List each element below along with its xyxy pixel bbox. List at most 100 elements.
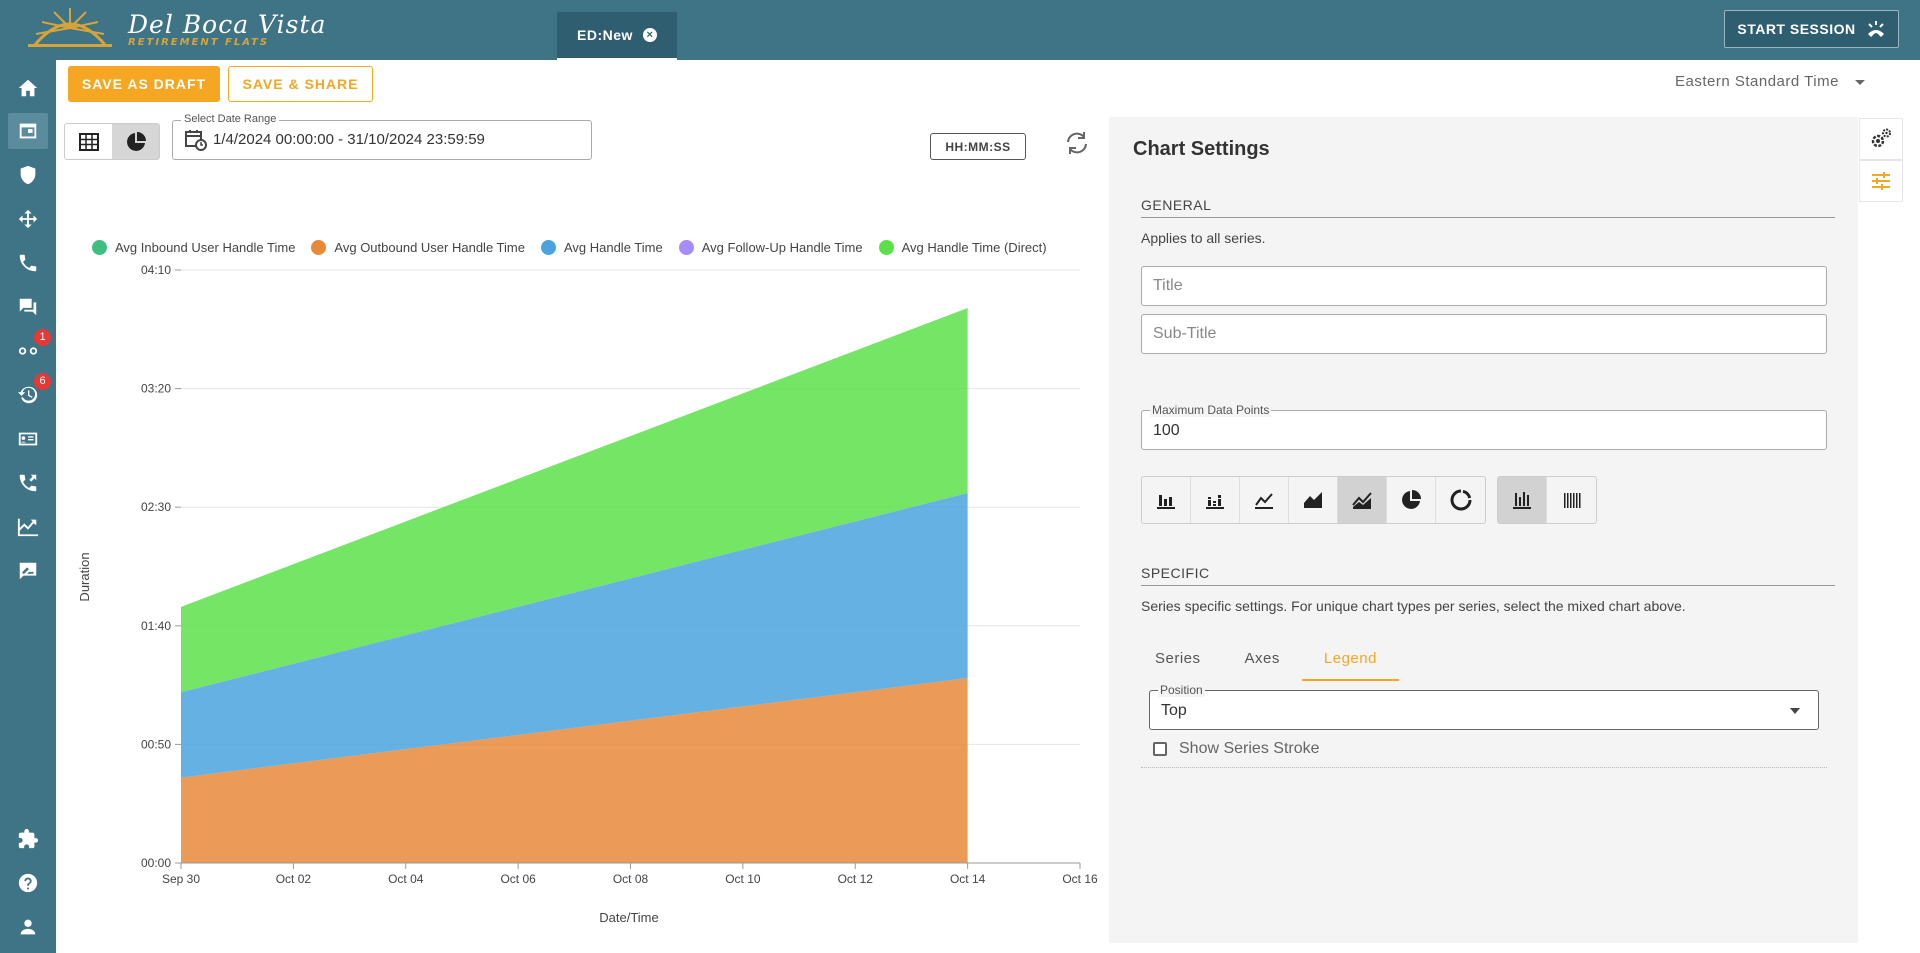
donut-chart-button[interactable] bbox=[1436, 477, 1485, 523]
legend-swatch bbox=[311, 240, 327, 255]
nav-home[interactable] bbox=[8, 70, 48, 106]
save-and-share-button[interactable]: SAVE & SHARE bbox=[228, 66, 373, 102]
tab-legend[interactable]: Legend bbox=[1301, 636, 1399, 681]
legend-swatch bbox=[878, 240, 894, 255]
legend-label: Avg Inbound User Handle Time bbox=[115, 240, 296, 255]
line-chart-icon bbox=[1255, 493, 1273, 509]
y-tick-label: 00:00 bbox=[141, 856, 171, 870]
line-chart-button[interactable] bbox=[1240, 477, 1289, 523]
legend-position-value: Top bbox=[1161, 702, 1187, 719]
filters-rail-button[interactable] bbox=[1859, 160, 1903, 202]
nav-routing[interactable] bbox=[8, 201, 48, 237]
chart-areas bbox=[181, 307, 968, 863]
shield-icon bbox=[20, 165, 36, 185]
legend-swatch bbox=[678, 240, 694, 255]
subtitle-input[interactable] bbox=[1141, 314, 1827, 354]
tab-label: ED:New bbox=[577, 27, 633, 43]
nav-security[interactable] bbox=[8, 157, 48, 193]
calendar-clock-icon bbox=[185, 130, 207, 151]
dashboard-icon bbox=[19, 123, 37, 139]
close-icon[interactable]: × bbox=[642, 28, 657, 42]
area-chart-button[interactable] bbox=[1289, 477, 1338, 523]
phone-ring-icon bbox=[1867, 21, 1884, 37]
refresh-icon[interactable] bbox=[1064, 130, 1090, 156]
pie-chart-icon bbox=[1402, 490, 1421, 509]
brand-name: Del Boca Vista bbox=[128, 10, 327, 39]
orientation-group bbox=[1497, 476, 1597, 524]
specific-description: Series specific settings. For unique cha… bbox=[1141, 598, 1686, 614]
date-range-picker[interactable]: Select Date Range 1/4/2024 00:00:00 - 31… bbox=[172, 113, 592, 160]
y-tick-label: 04:10 bbox=[141, 263, 171, 277]
table-view-button[interactable] bbox=[65, 124, 112, 159]
chart-settings-panel: Chart Settings GENERAL Applies to all se… bbox=[1109, 117, 1858, 943]
legend-item-avg-inbound-user-handle-time[interactable]: Avg Inbound User Handle Time bbox=[92, 240, 295, 255]
bar-chart-icon bbox=[1157, 495, 1175, 509]
settings-rail-button[interactable] bbox=[1859, 118, 1903, 160]
user-icon bbox=[20, 919, 36, 935]
nav-analytics[interactable] bbox=[8, 509, 48, 545]
thin-bars-icon bbox=[1563, 493, 1580, 508]
tab-axes[interactable]: Axes bbox=[1244, 650, 1280, 667]
nav-dashboard[interactable] bbox=[8, 113, 48, 149]
stacked-bar-icon bbox=[1206, 495, 1224, 509]
max-data-points-field[interactable]: Maximum Data Points 100 bbox=[1141, 403, 1827, 450]
stacked-bar-button[interactable] bbox=[1191, 477, 1240, 523]
legend-swatch bbox=[92, 240, 107, 255]
legend-item-avg-follow-up-handle-time[interactable]: Avg Follow-Up Handle Time bbox=[678, 240, 863, 255]
nav-extensions[interactable] bbox=[8, 821, 48, 857]
settings-tabs: Series Axes Legend bbox=[1133, 636, 1399, 681]
bar-chart-button[interactable] bbox=[1142, 477, 1191, 523]
nav-contacts[interactable] bbox=[8, 421, 48, 457]
start-session-label: START SESSION bbox=[1737, 21, 1856, 37]
x-tick-label: Oct 04 bbox=[388, 872, 424, 886]
general-heading: GENERAL bbox=[1141, 197, 1835, 218]
left-sidebar: 1 6 bbox=[0, 60, 56, 953]
y-tick-label: 01:40 bbox=[141, 619, 171, 633]
nav-profile[interactable] bbox=[8, 909, 48, 945]
nav-help[interactable] bbox=[8, 865, 48, 901]
legend-position-label: Position bbox=[1158, 683, 1205, 697]
max-data-points-value: 100 bbox=[1153, 422, 1180, 439]
nav-history[interactable]: 6 bbox=[8, 373, 51, 413]
time-format-button[interactable]: HH:MM:SS bbox=[930, 133, 1026, 160]
general-description: Applies to all series. bbox=[1141, 230, 1266, 246]
pie-chart-button[interactable] bbox=[1387, 477, 1436, 523]
thin-bars-button[interactable] bbox=[1547, 477, 1596, 523]
x-tick-label: Oct 10 bbox=[725, 872, 761, 886]
title-input[interactable] bbox=[1141, 266, 1827, 306]
y-axis-title: Duration bbox=[77, 552, 92, 601]
brand-logo[interactable]: Del Boca Vista RETIREMENT FLATS bbox=[28, 6, 325, 54]
y-tick-label: 02:30 bbox=[141, 500, 171, 514]
legend-position-select[interactable]: Position Top bbox=[1149, 683, 1819, 730]
tab-series[interactable]: Series bbox=[1155, 650, 1201, 667]
nav-voicemail[interactable]: 1 bbox=[8, 329, 51, 369]
tab-ed-new[interactable]: ED:New × bbox=[557, 12, 677, 60]
help-icon bbox=[18, 873, 38, 893]
legend-item-avg-handle-time-direct[interactable]: Avg Handle Time (Direct) bbox=[878, 240, 1047, 255]
view-toggle bbox=[64, 123, 160, 160]
chart-view-button[interactable] bbox=[112, 124, 159, 159]
start-session-button[interactable]: START SESSION bbox=[1724, 10, 1899, 48]
call-transfer-icon bbox=[19, 474, 37, 492]
save-as-draft-button[interactable]: SAVE AS DRAFT bbox=[68, 66, 220, 102]
nav-phone[interactable] bbox=[8, 245, 48, 281]
chart-type-group bbox=[1141, 476, 1486, 524]
specific-heading: SPECIFIC bbox=[1141, 565, 1835, 586]
mixed-chart-button[interactable] bbox=[1338, 477, 1387, 523]
x-tick-label: Oct 06 bbox=[500, 872, 536, 886]
nav-chat[interactable] bbox=[8, 289, 48, 325]
legend-item-avg-outbound-user-handle-time[interactable]: Avg Outbound User Handle Time bbox=[311, 240, 525, 255]
show-series-stroke-checkbox[interactable]: Show Series Stroke bbox=[1153, 740, 1320, 758]
x-tick-label: Oct 12 bbox=[838, 872, 874, 886]
donut-chart-icon bbox=[1450, 489, 1471, 511]
panel-title: Chart Settings bbox=[1133, 138, 1270, 160]
puzzle-icon bbox=[18, 828, 39, 849]
timezone-select[interactable]: Eastern Standard Time bbox=[1675, 73, 1865, 90]
nav-feedback[interactable] bbox=[8, 553, 48, 589]
x-tick-label: Oct 14 bbox=[950, 872, 986, 886]
legend-item-avg-handle-time[interactable]: Avg Handle Time bbox=[540, 240, 663, 255]
checkbox-box[interactable] bbox=[1153, 742, 1167, 756]
chart-axes: 00:00 00:50 01:40 02:30 03:20 04:10 Sep 30 Oct … bbox=[141, 263, 1098, 886]
vertical-bars-button[interactable] bbox=[1498, 477, 1547, 523]
nav-call-transfer[interactable] bbox=[8, 465, 48, 501]
